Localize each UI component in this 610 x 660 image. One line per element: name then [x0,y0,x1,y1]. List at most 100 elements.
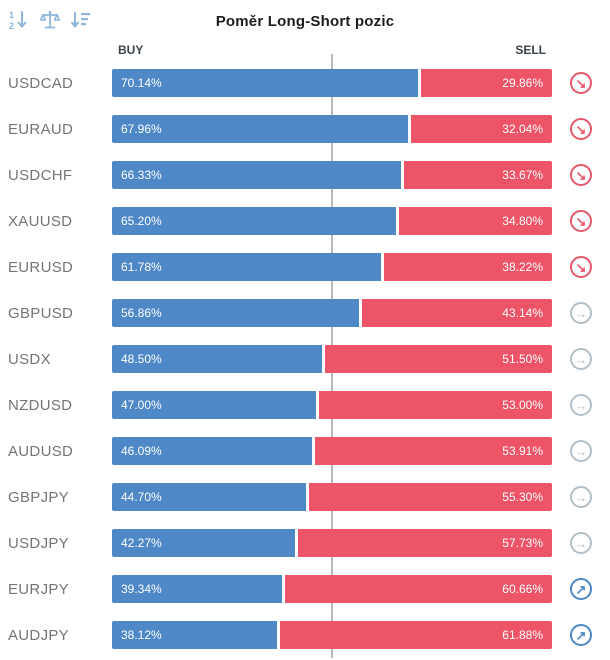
trend-icon-cell: ↗ [552,624,610,646]
buy-bar-segment: 66.33% [112,161,404,189]
sentiment-row: USDX 48.50% 51.50% → [0,336,610,382]
pair-label: GBPUSD [8,304,74,322]
svg-text:1: 1 [9,10,14,20]
sell-percentage: 43.14% [502,306,543,320]
sell-percentage: 57.73% [502,536,543,550]
pair-label: USDJPY [8,534,69,552]
sentiment-row: USDJPY 42.27% 57.73% → [0,520,610,566]
ratio-bar: 39.34% 60.66% [112,575,552,603]
pair-label: EURAUD [8,120,74,138]
pair-label: EURUSD [8,258,74,276]
trend-icon: → [570,440,592,462]
trend-icon-cell: ↘ [552,118,610,140]
page-title: Poměr Long-Short pozic [215,13,395,30]
trend-icon: → [570,532,592,554]
sell-percentage: 34.80% [502,214,543,228]
balance-icon[interactable] [39,9,61,31]
sell-percentage: 60.66% [502,582,543,596]
buy-bar-segment: 42.27% [112,529,298,557]
svg-text:2: 2 [9,21,14,31]
ratio-bar: 42.27% 57.73% [112,529,552,557]
sort-numeric-icon[interactable]: 1 2 [8,9,30,31]
sell-bar-segment: 55.30% [308,483,552,511]
trend-icon-cell: ↘ [552,210,610,232]
trend-icon-cell: ↘ [552,256,610,278]
trend-icon: ↗ [570,578,592,600]
trend-icon: → [570,394,592,416]
sell-bar-segment: 53.00% [318,391,552,419]
trend-icon-cell: ↘ [552,72,610,94]
buy-percentage: 61.78% [121,260,162,274]
buy-percentage: 42.27% [121,536,162,550]
sentiment-row: GBPJPY 44.70% 55.30% → [0,474,610,520]
sort-amount-icon[interactable] [70,9,92,31]
buy-percentage: 56.86% [121,306,162,320]
sell-bar-segment: 38.22% [383,253,552,281]
sentiment-row: AUDJPY 38.12% 61.88% ↗ [0,612,610,658]
pair-label: XAUUSD [8,212,73,230]
buy-percentage: 70.14% [121,76,162,90]
sentiment-row: GBPUSD 56.86% 43.14% → [0,290,610,336]
buy-bar-segment: 48.50% [112,345,326,373]
sentiment-row: EURUSD 61.78% 38.22% ↘ [0,244,610,290]
pair-label: USDX [8,350,51,368]
trend-icon: → [570,486,592,508]
buy-percentage: 47.00% [121,398,162,412]
trend-icon: ↘ [570,256,592,278]
trend-icon-cell: → [552,440,610,462]
sell-bar-segment: 34.80% [398,207,552,235]
buy-bar-segment: 70.14% [112,69,421,97]
column-labels: BUY SELL [112,40,552,60]
buy-bar-segment: 46.09% [112,437,315,465]
sell-bar-segment: 53.91% [314,437,552,465]
buy-percentage: 66.33% [121,168,162,182]
sell-percentage: 55.30% [502,490,543,504]
sell-percentage: 61.88% [502,628,543,642]
buy-bar-segment: 61.78% [112,253,384,281]
sell-column-label: SELL [515,43,546,57]
sentiment-row: XAUUSD 65.20% 34.80% ↘ [0,198,610,244]
trend-icon-cell: ↗ [552,578,610,600]
sentiment-row: USDCHF 66.33% 33.67% ↘ [0,152,610,198]
sell-bar-segment: 51.50% [325,345,552,373]
trend-icon: ↘ [570,118,592,140]
buy-percentage: 39.34% [121,582,162,596]
ratio-bar: 47.00% 53.00% [112,391,552,419]
buy-percentage: 46.09% [121,444,162,458]
buy-bar-segment: 67.96% [112,115,412,143]
trend-icon: ↘ [570,210,592,232]
trend-icon: ↘ [570,164,592,186]
buy-bar-segment: 47.00% [112,391,319,419]
pair-label: NZDUSD [8,396,73,414]
buy-percentage: 48.50% [121,352,162,366]
widget-header: 1 2 Poměr Lon [0,0,610,40]
pair-label: AUDUSD [8,442,74,460]
buy-percentage: 65.20% [121,214,162,228]
sentiment-row: AUDUSD 46.09% 53.91% → [0,428,610,474]
buy-bar-segment: 39.34% [112,575,286,603]
sentiment-row: EURAUD 67.96% 32.04% ↘ [0,106,610,152]
ratio-bar: 61.78% 38.22% [112,253,552,281]
sell-bar-segment: 60.66% [285,575,552,603]
sell-bar-segment: 29.86% [420,69,552,97]
trend-icon: → [570,348,592,370]
sell-bar-segment: 43.14% [362,299,552,327]
sell-percentage: 51.50% [502,352,543,366]
buy-column-label: BUY [118,43,144,57]
sell-bar-segment: 32.04% [411,115,552,143]
ratio-bar: 65.20% 34.80% [112,207,552,235]
ratio-bar: 44.70% 55.30% [112,483,552,511]
sell-percentage: 38.22% [502,260,543,274]
buy-bar-segment: 56.86% [112,299,363,327]
sell-percentage: 53.00% [502,398,543,412]
trend-icon-cell: → [552,486,610,508]
trend-icon-cell: → [552,302,610,324]
pair-label: EURJPY [8,580,69,598]
sell-percentage: 33.67% [502,168,543,182]
ratio-bar: 67.96% 32.04% [112,115,552,143]
buy-bar-segment: 44.70% [112,483,309,511]
trend-icon: ↘ [570,72,592,94]
sell-bar-segment: 57.73% [297,529,552,557]
trend-icon-cell: → [552,348,610,370]
sentiment-chart: USDCAD 70.14% 29.86% ↘ EURAUD 67.96% 32.… [0,54,610,658]
